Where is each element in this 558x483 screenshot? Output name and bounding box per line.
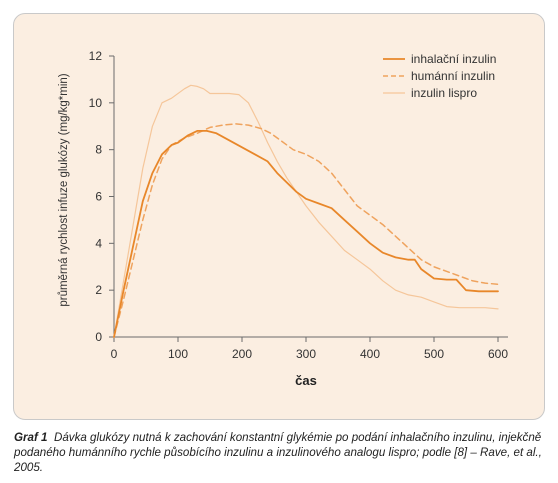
y-tick-label: 8 xyxy=(95,143,102,157)
x-tick-label: 100 xyxy=(168,347,188,361)
legend-label: inzulin lispro xyxy=(411,86,477,100)
x-tick-label: 200 xyxy=(232,347,252,361)
y-tick-label: 6 xyxy=(95,190,102,204)
y-axis-label: průměrná rychlost infuze glukózy (mg/kg*… xyxy=(58,73,70,306)
caption-label: Graf 1 xyxy=(14,431,48,444)
figure-caption: Graf 1 Dávka glukózy nutná k zachování k… xyxy=(14,430,550,475)
legend-label: inhalační inzulin xyxy=(411,52,496,66)
x-tick-label: 600 xyxy=(488,347,508,361)
x-tick-label: 400 xyxy=(360,347,380,361)
y-tick-label: 10 xyxy=(89,96,103,110)
x-tick-label: 0 xyxy=(111,347,118,361)
x-tick-label: 500 xyxy=(424,347,444,361)
legend-label: humánní inzulin xyxy=(411,69,495,83)
series-line-inhalacni-inzulin xyxy=(113,130,499,338)
y-tick-label: 4 xyxy=(95,236,102,250)
legend: inhalační inzulin humánní inzulin inzulin … xyxy=(383,52,496,100)
x-axis-label: čas xyxy=(295,373,317,388)
x-tick-label: 300 xyxy=(296,347,316,361)
caption-text: Dávka glukózy nutná k zachování konstant… xyxy=(14,431,542,474)
series-line-inzulin-lispro xyxy=(113,84,499,338)
axes: 0 100 200 300 400 500 600 0 2 4 6 8 10 12 xyxy=(89,49,509,361)
series-line-humanni-inzulin xyxy=(113,123,499,338)
y-tick-label: 12 xyxy=(89,49,103,63)
chart-panel xyxy=(13,13,545,420)
y-tick-label: 0 xyxy=(95,330,102,344)
series-lines xyxy=(113,84,499,338)
y-tick-label: 2 xyxy=(95,283,102,297)
